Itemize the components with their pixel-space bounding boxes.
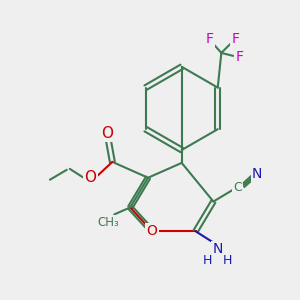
Text: CH₃: CH₃ <box>98 216 119 229</box>
Text: H: H <box>203 254 212 268</box>
Text: N: N <box>212 242 223 256</box>
Text: O: O <box>101 126 113 141</box>
Text: O: O <box>146 224 158 238</box>
Text: F: F <box>206 32 213 46</box>
Text: O: O <box>85 170 97 185</box>
Text: C: C <box>233 181 242 194</box>
Text: H: H <box>223 254 232 268</box>
Text: N: N <box>252 167 262 181</box>
Text: F: F <box>231 32 239 46</box>
Text: F: F <box>235 50 243 64</box>
